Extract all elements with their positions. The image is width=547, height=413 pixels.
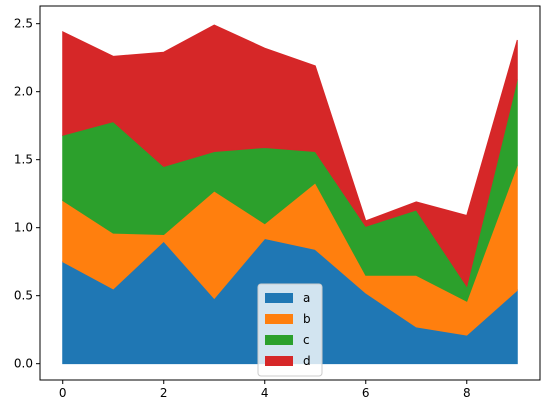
axes-layer: 0 2 4 6 8 0.0 0.5 1.0 1.5 2.0 2.5 [14, 5, 541, 400]
area-series-d [62, 24, 518, 288]
legend-label-b: b [303, 312, 311, 326]
y-tick-label: 1.0 [14, 221, 33, 235]
y-tick-label: 1.5 [14, 153, 33, 167]
axes-frame [39, 5, 541, 381]
legend-label-d: d [303, 354, 311, 368]
legend-label-a: a [303, 291, 310, 305]
legend-swatch-d [265, 356, 293, 366]
x-tick-label: 4 [261, 386, 269, 400]
legend-swatch-a [265, 293, 293, 303]
y-tick-label: 2.0 [14, 85, 33, 99]
y-tick-label: 0.0 [14, 357, 33, 371]
x-tick-label: 2 [160, 386, 168, 400]
legend-swatch-c [265, 335, 293, 345]
legend-swatch-b [265, 314, 293, 324]
x-tick-label: 6 [362, 386, 370, 400]
y-tick-label: 0.5 [14, 289, 33, 303]
y-tick-label: 2.5 [14, 17, 33, 31]
x-tick-label: 8 [463, 386, 471, 400]
legend-label-c: c [303, 333, 310, 347]
x-tick-label: 0 [59, 386, 67, 400]
legend-box [257, 283, 323, 377]
